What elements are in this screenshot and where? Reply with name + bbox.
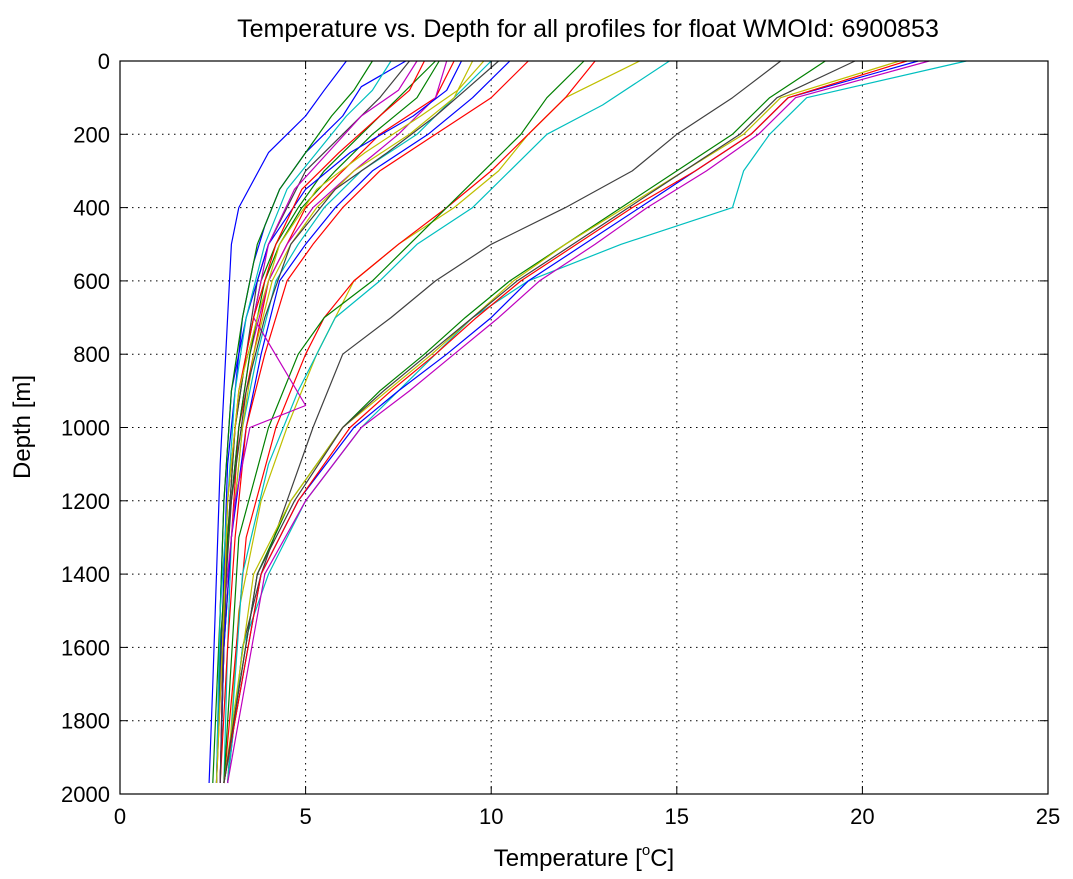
grid-lines [120, 61, 1048, 794]
x-tick-label: 10 [479, 804, 503, 829]
y-tick-label: 0 [98, 49, 110, 74]
profile-line-9 [219, 60, 511, 784]
profile-line-15 [223, 60, 585, 784]
plot-area-background [120, 61, 1048, 794]
x-axis-label-prefix: Temperature [ [494, 845, 642, 872]
x-tick-label: 0 [114, 804, 126, 829]
profile-line-10 [215, 60, 440, 784]
x-tick-label: 20 [850, 804, 874, 829]
profile-line-23 [223, 60, 856, 784]
profile-line-14 [227, 60, 670, 784]
y-tick-label: 200 [73, 122, 110, 147]
profile-line-27 [212, 60, 373, 784]
profile-line-25 [219, 60, 418, 784]
chart-title: Temperature vs. Depth for all profiles f… [237, 15, 939, 43]
profile-line-29 [219, 60, 499, 784]
y-tick-label: 400 [73, 196, 110, 221]
y-tick-label: 800 [73, 342, 110, 367]
profile-line-28 [215, 60, 392, 784]
profile-line-2 [215, 60, 407, 784]
x-axis-label-superscript: o [642, 842, 650, 859]
profile-line-22 [223, 60, 900, 784]
x-axis-label: Temperature [oC] [494, 842, 674, 872]
axis-ticks: 0 5 10 15 20 25 0 200 400 600 800 1000 1200 1400 1600 1… [61, 49, 1060, 829]
y-axis-label: Depth [m] [9, 375, 36, 479]
profile-line-13 [223, 60, 596, 784]
profile-line-16 [227, 60, 782, 784]
plot-area-frame [119, 60, 1049, 795]
profile-lines [208, 60, 967, 784]
profile-line-11 [219, 60, 529, 784]
x-tick-label: 5 [299, 804, 311, 829]
x-axis-label-suffix: C] [650, 845, 674, 872]
y-tick-label: 2000 [61, 782, 110, 807]
profile-line-30 [215, 60, 485, 784]
y-tick-label: 1800 [61, 709, 110, 734]
y-tick-label: 1400 [61, 562, 110, 587]
y-tick-label: 600 [73, 269, 110, 294]
profile-line-1 [208, 60, 347, 784]
y-tick-label: 1600 [61, 635, 110, 660]
profile-line-17 [227, 60, 967, 784]
profile-line-5 [223, 60, 492, 784]
x-tick-label: 15 [665, 804, 689, 829]
y-tick-label: 1000 [61, 416, 110, 441]
y-tick-label: 1200 [61, 489, 110, 514]
profile-line-21 [223, 60, 908, 784]
x-tick-label: 25 [1036, 804, 1060, 829]
profile-line-20 [227, 60, 930, 784]
